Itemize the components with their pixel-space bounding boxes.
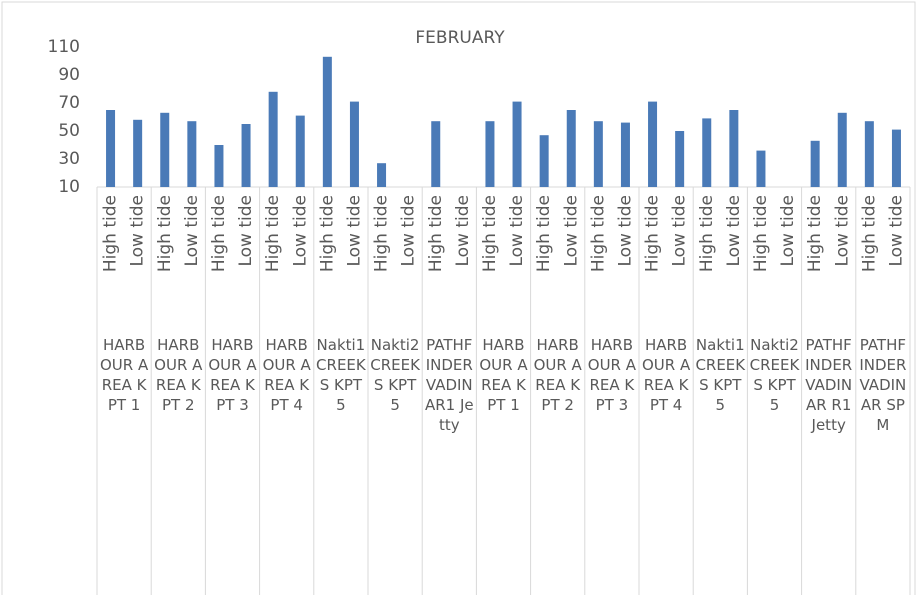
group-label: Nakti2 CREEKS KPT 5 — [370, 336, 420, 414]
x-tick-label: High tide — [751, 195, 771, 272]
x-tick-label: Low tide — [561, 195, 581, 267]
y-tick-label: 90 — [58, 65, 80, 85]
x-tick-label: Low tide — [724, 195, 744, 267]
group-label: HARBOUR AREA KPT 2 — [154, 336, 203, 414]
bar — [187, 121, 197, 187]
group-label: Nakti1 CREEKS KPT 5 — [695, 336, 746, 414]
x-tick-label: High tide — [372, 195, 392, 272]
x-tick-label: High tide — [426, 195, 446, 272]
x-tick-label: High tide — [480, 195, 500, 272]
bar — [431, 121, 441, 187]
bar — [160, 112, 170, 187]
x-tick-label: High tide — [643, 195, 663, 272]
bar — [349, 101, 359, 187]
x-tick-label: Low tide — [236, 195, 256, 267]
x-tick-label: High tide — [155, 195, 175, 272]
x-tick-label: Low tide — [290, 195, 310, 267]
group-label: HARBOUR AREA KPT 3 — [208, 336, 257, 414]
bar — [566, 110, 576, 187]
x-tick-label: High tide — [588, 195, 608, 272]
x-tick-label: High tide — [209, 195, 229, 272]
x-tick-label: Low tide — [128, 195, 148, 267]
bar — [648, 101, 658, 187]
group-label: Nakti2 CREEKS KPT 5 — [749, 336, 800, 414]
group-label: HARBOUR AREA KPT 2 — [533, 336, 582, 414]
x-tick-label: Low tide — [399, 195, 419, 267]
bar — [268, 91, 278, 187]
x-tick-label: Low tide — [182, 195, 202, 267]
bar — [675, 131, 685, 187]
y-tick-label: 30 — [58, 149, 80, 169]
group-label: HARBOUR AREA KPT 4 — [641, 336, 691, 414]
chart-title: FEBRUARY — [415, 28, 505, 48]
bar — [214, 145, 224, 187]
x-tick-label: High tide — [859, 195, 879, 272]
x-tick-label: Low tide — [453, 195, 473, 267]
bar — [702, 118, 712, 187]
x-tick-label: Low tide — [344, 195, 364, 267]
bar — [864, 121, 874, 187]
x-tick-label: High tide — [263, 195, 283, 272]
group-label: PATHFINDER VADINAR SPM — [859, 336, 907, 434]
x-tick-label: Low tide — [832, 195, 852, 267]
y-tick-label: 110 — [48, 37, 80, 57]
bar — [295, 115, 305, 187]
group-label: HARBOUR AREA KPT 1 — [479, 336, 528, 414]
x-tick-label: Low tide — [615, 195, 635, 267]
group-label: PATHFINDER VADINAR1 Jetty — [424, 336, 474, 434]
x-tick-label: Low tide — [778, 195, 798, 267]
bar — [891, 129, 901, 187]
bar — [756, 150, 766, 187]
x-tick-label: Low tide — [507, 195, 527, 267]
y-tick-label: 10 — [58, 177, 80, 197]
bar — [837, 112, 847, 187]
bar — [593, 121, 603, 187]
bar — [241, 124, 251, 187]
bar — [133, 119, 143, 187]
bar — [539, 135, 549, 187]
x-tick-label: High tide — [805, 195, 825, 272]
bar — [377, 163, 387, 187]
group-label: PATHFINDER VADINAR R1 Jetty — [805, 336, 853, 434]
group-label: HARBOUR AREA KPT 3 — [587, 336, 637, 414]
x-tick-label: High tide — [697, 195, 717, 272]
group-label: HARBOUR AREA KPT 1 — [99, 336, 149, 414]
bar — [485, 121, 495, 187]
y-tick-label: 50 — [58, 121, 80, 141]
x-tick-label: High tide — [101, 195, 121, 272]
x-tick-label: Low tide — [670, 195, 690, 267]
group-label: HARBOUR AREA KPT 4 — [262, 336, 311, 414]
bar — [620, 122, 630, 187]
x-tick-label: Low tide — [886, 195, 906, 267]
x-tick-label: High tide — [534, 195, 554, 272]
bar — [322, 56, 332, 187]
x-tick-label: High tide — [317, 195, 337, 272]
bar — [512, 101, 522, 187]
group-label: Nakti1 CREEKS KPT 5 — [316, 336, 366, 414]
bar — [729, 110, 739, 187]
y-tick-label: 70 — [58, 93, 80, 113]
bar — [106, 110, 116, 187]
bar — [810, 140, 820, 187]
